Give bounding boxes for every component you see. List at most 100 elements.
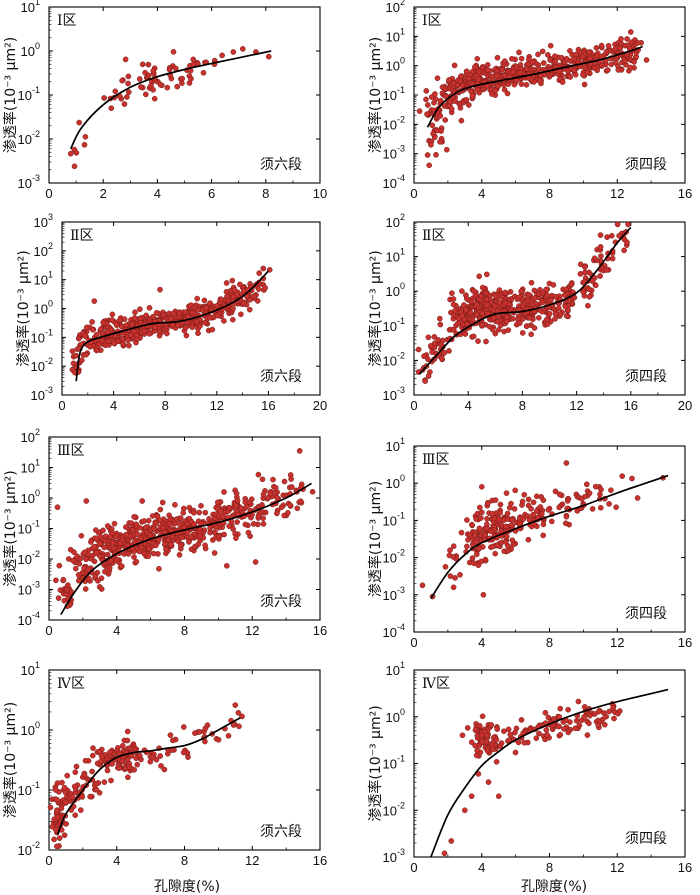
data-point [505, 726, 512, 733]
y-tick-exponent: -2 [32, 840, 40, 850]
zone-label: Ⅰ区 [57, 13, 77, 29]
data-point [217, 508, 224, 514]
data-point [495, 83, 502, 89]
y-tick-label: 10-2 [31, 356, 53, 374]
data-point [468, 793, 475, 800]
x-tick-label: 16 [678, 860, 692, 875]
x-axis-title-left: 孔隙度(%) [154, 879, 220, 895]
data-point [156, 565, 162, 572]
data-point [472, 727, 479, 734]
data-point [502, 289, 509, 296]
data-point [634, 495, 641, 501]
data-point [544, 732, 551, 738]
data-point [528, 331, 535, 338]
data-point [494, 726, 501, 732]
data-point [495, 326, 502, 333]
data-point [53, 577, 59, 584]
zone-label: Ⅱ区 [422, 228, 446, 244]
data-point [287, 502, 294, 509]
data-point [451, 62, 458, 69]
y-tick-label: 10-2 [383, 800, 405, 818]
data-point [586, 49, 593, 55]
data-point [469, 521, 475, 528]
data-point [605, 42, 612, 49]
data-point [548, 297, 554, 304]
y-tick-exponent: -3 [32, 173, 40, 183]
y-tick-label: 100 [386, 56, 405, 74]
data-point [111, 340, 118, 346]
y-tick-label: 10-3 [383, 847, 405, 865]
data-point [56, 562, 63, 569]
data-point [111, 520, 118, 527]
fit-curve [75, 270, 270, 382]
data-point [108, 558, 115, 564]
data-point [484, 521, 490, 528]
data-point [439, 355, 445, 362]
data-point [497, 509, 503, 516]
data-point [573, 717, 580, 724]
data-point [207, 300, 213, 306]
data-point [606, 501, 612, 507]
data-point [493, 736, 500, 743]
y-tick-label: 10-3 [383, 585, 405, 603]
y-tick-label: 10-2 [383, 548, 405, 566]
data-point [76, 560, 83, 567]
data-point [188, 534, 194, 541]
data-point [131, 314, 138, 321]
y-tick-exponent: 2 [48, 241, 53, 251]
data-point [475, 562, 482, 569]
data-point [97, 553, 103, 559]
data-point [139, 498, 146, 504]
y-axis-title: 渗透率(10⁻³ μm²) [367, 37, 384, 153]
data-point [234, 519, 240, 525]
data-point [443, 146, 450, 153]
data-point [137, 535, 144, 541]
data-point [272, 484, 279, 491]
data-point [233, 490, 240, 497]
data-point [255, 286, 262, 292]
data-point [507, 288, 514, 295]
data-point [51, 836, 57, 843]
x-tick-label: 16 [261, 398, 275, 413]
data-point [113, 557, 120, 563]
x-tick-label: 0 [45, 623, 52, 638]
data-point [64, 772, 71, 779]
data-point [124, 94, 130, 100]
data-point [100, 527, 106, 534]
y-tick-exponent: 0 [35, 720, 40, 730]
y-tick-label: 101 [386, 247, 405, 265]
data-point [125, 551, 132, 557]
data-point [90, 745, 96, 751]
data-point [575, 698, 582, 705]
data-point [193, 318, 200, 325]
y-axis-title: 渗透率(10⁻³ μm²) [367, 250, 384, 366]
y-tick-label: 103 [34, 212, 53, 230]
data-point [487, 528, 494, 535]
data-point [505, 547, 512, 554]
data-point [497, 322, 504, 328]
data-point [525, 502, 532, 509]
data-point [434, 75, 441, 82]
data-point [168, 315, 175, 322]
x-tick-label: 0 [45, 853, 52, 868]
data-point [567, 74, 574, 80]
data-point [202, 509, 209, 516]
data-point [465, 536, 471, 543]
data-point [423, 88, 430, 94]
data-point [452, 575, 458, 581]
y-tick-label: 10-4 [383, 173, 405, 191]
data-point [196, 509, 203, 516]
data-point [495, 793, 502, 800]
data-point [203, 305, 210, 311]
data-point [428, 94, 435, 100]
data-point [152, 542, 159, 549]
x-tick-label: 4 [110, 398, 117, 413]
data-point [450, 80, 457, 87]
data-point [493, 758, 500, 765]
fit-curve [430, 474, 669, 599]
data-point [119, 758, 126, 764]
y-tick-exponent: 1 [35, 660, 40, 670]
y-tick-label: 10-3 [383, 144, 405, 162]
data-point [591, 255, 598, 262]
data-point [492, 87, 499, 94]
